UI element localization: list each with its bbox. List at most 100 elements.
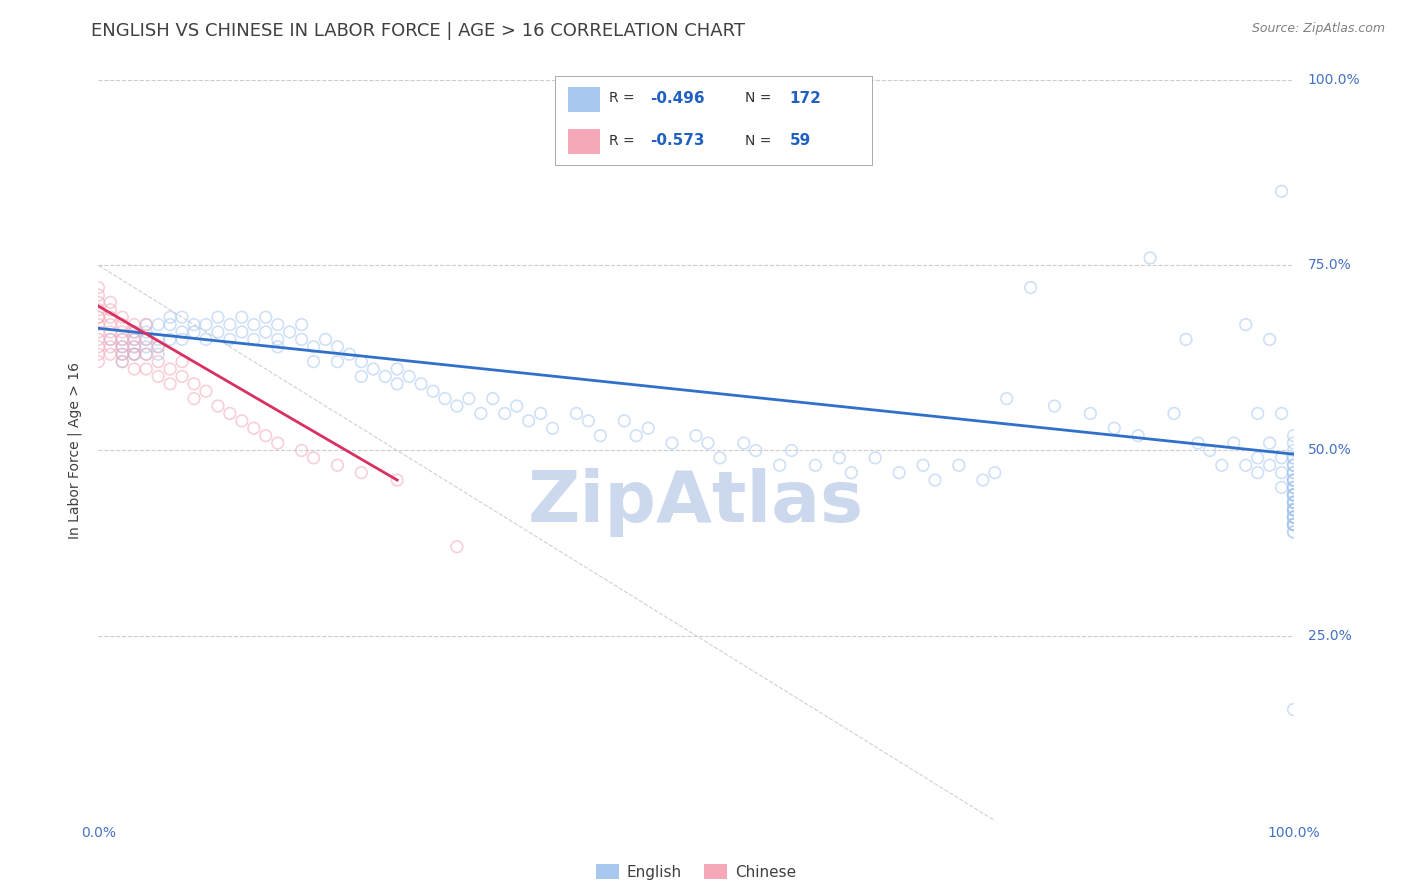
Point	[1282, 428, 1305, 442]
Point	[87, 302, 110, 317]
Point	[1271, 466, 1294, 480]
Point	[267, 332, 290, 346]
Point	[111, 340, 134, 354]
Point	[135, 318, 157, 332]
Point	[924, 473, 946, 487]
Point	[1282, 443, 1305, 458]
Point	[1104, 421, 1126, 435]
Point	[87, 354, 110, 368]
Point	[1282, 510, 1305, 524]
Point	[984, 466, 1007, 480]
Point	[267, 436, 290, 450]
Point	[98, 318, 122, 332]
Point	[745, 443, 768, 458]
Point	[111, 332, 134, 346]
Point	[1234, 318, 1257, 332]
Point	[124, 347, 146, 361]
Point	[470, 407, 492, 421]
Point	[1282, 517, 1305, 532]
Point	[98, 332, 122, 346]
Point	[148, 347, 170, 361]
Point	[159, 376, 181, 391]
Point	[1282, 473, 1305, 487]
Point	[254, 325, 277, 339]
Point	[1282, 495, 1305, 509]
Point	[1282, 517, 1305, 532]
Point	[1282, 480, 1305, 494]
Point	[87, 295, 110, 310]
Point	[207, 310, 229, 325]
Bar	[568, 129, 599, 154]
Point	[278, 325, 301, 339]
Point	[1282, 458, 1305, 473]
Text: N =: N =	[745, 91, 772, 105]
Point	[231, 310, 253, 325]
Point	[1282, 524, 1305, 539]
Text: -0.496: -0.496	[650, 91, 704, 105]
Point	[1187, 436, 1209, 450]
Point	[302, 450, 325, 465]
Point	[780, 443, 803, 458]
Point	[148, 332, 170, 346]
Point	[1258, 458, 1281, 473]
Point	[1282, 517, 1305, 532]
Point	[159, 310, 181, 325]
Point	[302, 354, 325, 368]
Text: ZipAtlas: ZipAtlas	[529, 467, 863, 537]
Point	[135, 340, 157, 354]
Point	[1234, 458, 1257, 473]
Point	[1282, 436, 1305, 450]
Text: 100.0%: 100.0%	[1308, 73, 1361, 87]
Point	[1282, 517, 1305, 532]
Text: ENGLISH VS CHINESE IN LABOR FORCE | AGE > 16 CORRELATION CHART: ENGLISH VS CHINESE IN LABOR FORCE | AGE …	[91, 22, 745, 40]
Point	[733, 436, 755, 450]
Text: 59: 59	[790, 134, 811, 148]
Point	[911, 458, 934, 473]
Point	[841, 466, 863, 480]
Point	[207, 325, 229, 339]
Point	[374, 369, 396, 384]
Point	[828, 450, 851, 465]
Point	[1282, 488, 1305, 502]
Point	[385, 376, 409, 391]
Point	[363, 362, 385, 376]
Point	[494, 407, 516, 421]
Text: R =: R =	[609, 134, 634, 148]
Point	[1282, 488, 1305, 502]
Point	[1282, 473, 1305, 487]
Point	[124, 340, 146, 354]
Point	[768, 458, 790, 473]
Point	[1282, 510, 1305, 524]
Point	[1282, 488, 1305, 502]
Point	[1282, 510, 1305, 524]
Point	[697, 436, 720, 450]
Y-axis label: In Labor Force | Age > 16: In Labor Force | Age > 16	[67, 362, 83, 539]
Point	[1282, 510, 1305, 524]
Point	[589, 428, 612, 442]
Point	[148, 369, 170, 384]
Point	[111, 354, 134, 368]
Point	[183, 392, 205, 406]
Point	[1282, 495, 1305, 509]
Point	[350, 369, 373, 384]
Point	[661, 436, 683, 450]
Point	[124, 347, 146, 361]
Text: R =: R =	[609, 91, 634, 105]
Point	[231, 414, 253, 428]
Point	[87, 310, 110, 325]
Point	[124, 340, 146, 354]
Point	[685, 428, 707, 442]
Point	[972, 473, 994, 487]
Point	[398, 369, 420, 384]
Point	[87, 288, 110, 302]
Text: 75.0%: 75.0%	[1308, 259, 1351, 272]
Point	[124, 362, 146, 376]
Point	[195, 384, 218, 399]
Point	[124, 325, 146, 339]
Point	[1282, 450, 1305, 465]
Point	[111, 347, 134, 361]
Point	[87, 340, 110, 354]
Point	[267, 340, 290, 354]
Point	[1282, 473, 1305, 487]
Point	[1080, 407, 1102, 421]
